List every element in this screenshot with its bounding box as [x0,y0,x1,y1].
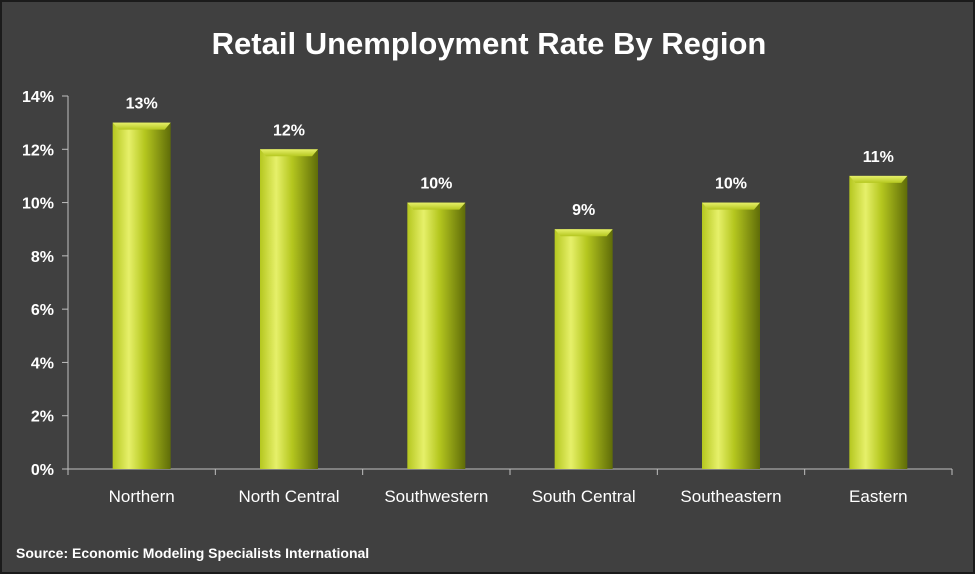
x-tick-label: Southwestern [384,487,488,506]
bar-body [849,175,908,469]
bar [554,229,613,469]
x-tick-label: Eastern [849,487,908,506]
bar-cap [260,149,318,157]
y-tick-label: 12% [22,142,54,159]
x-tick-label: Northern [109,487,175,506]
bars [112,122,908,470]
bar-cap [702,202,760,210]
bar-cap [407,202,466,210]
bar [260,149,318,470]
y-tick-label: 6% [31,302,54,319]
bar-body [407,202,466,470]
bar-cap [112,122,171,130]
x-axis: Northern North Central Southwestern South C… [67,468,953,506]
y-tick-label: 14% [22,89,54,106]
bar [407,202,466,470]
x-tick-label: South Central [532,487,636,506]
y-tick-label: 2% [31,409,54,426]
data-label: 11% [863,149,894,166]
bar-cap [554,229,613,237]
chart-title: Retail Unemployment Rate By Region [212,26,767,61]
y-tick-label: 8% [31,249,54,266]
bar [702,202,760,470]
bar [849,175,908,469]
bar-body [702,202,760,470]
bar-body [260,149,318,470]
y-tick-label: 10% [22,196,54,213]
data-label: 13% [126,96,158,113]
y-axis: 0% 2% 4% 6% 8% 10% 12% 14% [22,89,69,479]
bar-cap [849,175,908,183]
data-labels: 13% 12% 10% 9% 10% 11% [126,96,894,220]
y-tick-label: 0% [31,462,54,479]
y-tick-label: 4% [31,355,54,372]
bar [112,122,171,470]
source-note: Source: Economic Modeling Specialists In… [16,545,369,561]
data-label: 10% [715,176,747,193]
data-label: 10% [420,176,452,193]
bar-body [554,229,613,469]
data-label: 9% [572,202,595,219]
bar-body [112,122,171,470]
x-tick-label: Southeastern [680,487,781,506]
data-label: 12% [273,122,305,139]
x-tick-label: North Central [238,487,339,506]
